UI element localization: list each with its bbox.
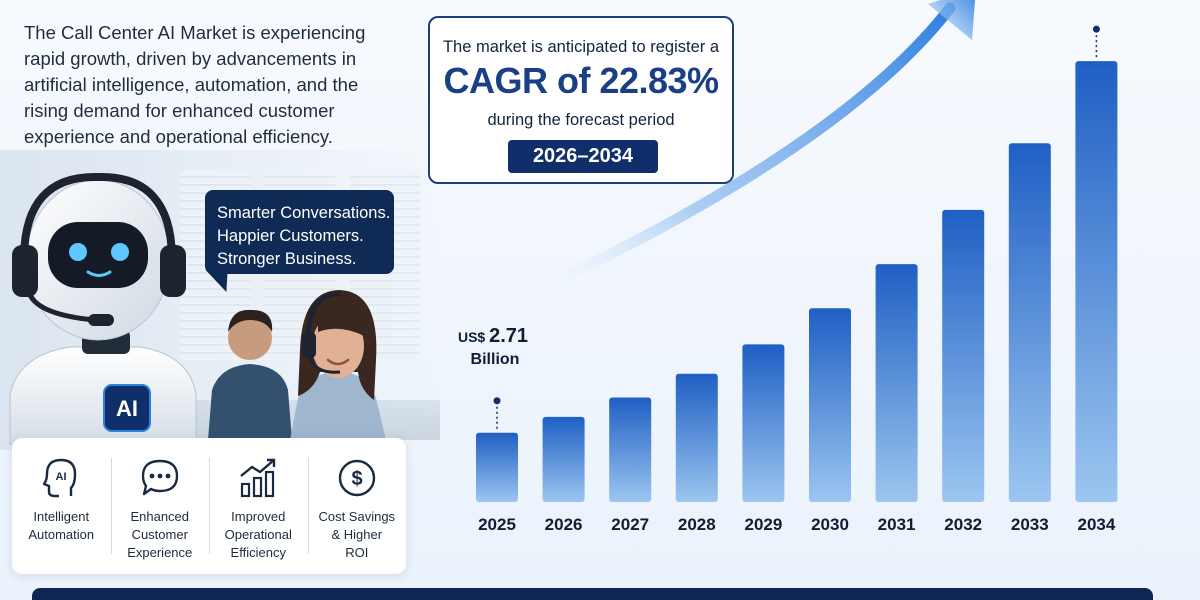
intro-text: The Call Center AI Market is experiencin… (24, 22, 366, 147)
feature-label: Cost Savings & Higher ROI (318, 509, 396, 560)
trend-arrow-shaft (514, 2, 956, 304)
currency-label: US$ (458, 329, 489, 345)
x-tick-label: 2027 (611, 515, 649, 534)
value-marker-dot (493, 397, 501, 405)
ai-head-icon: AI (43, 458, 77, 498)
bar-2028 (675, 373, 718, 502)
cagr-value: CAGR of 22.83% (443, 60, 719, 101)
x-tick-label: 2031 (878, 515, 916, 534)
cagr-intro-line: The market is anticipated to register a (442, 38, 720, 56)
x-tick-label: 2025 (478, 515, 516, 534)
cagr-callout: The market is anticipated to register a … (428, 16, 734, 184)
bubble-line: Stronger Business. (217, 250, 357, 268)
feature-cost-savings: $ Cost Savings & Higher ROI (307, 438, 407, 574)
svg-text:AI: AI (56, 471, 67, 483)
x-tick-label: 2032 (944, 515, 982, 534)
bar-2025 (476, 432, 518, 502)
speech-bubble: Smarter Conversations. Happier Customers… (205, 190, 394, 274)
trend-arrow-head (928, 0, 976, 40)
bubble-line: Smarter Conversations. (217, 204, 391, 222)
market-size-bar-chart: 2025 2026 2027 2028 2029 2030 2031 2032 2033 2034… (458, 0, 1118, 534)
trend-arrow (514, 0, 976, 304)
feature-intelligent-automation: AI Intelligent Automation (12, 438, 111, 574)
x-tick-label: 2033 (1011, 515, 1049, 534)
footer-band (32, 588, 1153, 600)
call-center-agent-illustration (208, 290, 386, 440)
x-tick-label: 2034 (1077, 515, 1115, 534)
forecast-period-badge: 2026–2034 (508, 140, 658, 173)
chat-bubble-icon (141, 459, 178, 496)
unit-label: Billion (471, 351, 520, 368)
data-label-2025: US$ 2.71 (458, 325, 528, 347)
feature-customer-experience: Enhanced Customer Experience (110, 438, 210, 574)
x-tick-label: 2026 (545, 515, 583, 534)
feature-label: Improved Operational Efficiency (224, 509, 292, 560)
cagr-period-caption: during the forecast period (487, 111, 675, 129)
bar-2027 (609, 397, 652, 502)
dollar-coin-icon: $ (338, 459, 375, 497)
svg-text:$: $ (351, 468, 362, 490)
bubble-line: Happier Customers. (217, 227, 364, 245)
bar-2029 (742, 344, 785, 502)
feature-operational-efficiency: Improved Operational Efficiency (209, 438, 308, 574)
bar-2034 (1075, 61, 1118, 503)
growth-chart-icon (240, 458, 276, 498)
bar-2031 (875, 264, 918, 502)
x-tick-label: 2028 (678, 515, 716, 534)
value-marker-dot (1092, 25, 1100, 33)
bar-2033 (1008, 143, 1051, 502)
bar-2026 (542, 416, 585, 502)
robot-illustration: AI (9, 172, 197, 445)
feature-label: Enhanced Customer Experience (127, 509, 193, 560)
x-tick-label: 2029 (744, 515, 782, 534)
x-tick-label: 2030 (811, 515, 849, 534)
value-label: 2.71 (489, 325, 528, 347)
bar-2032 (942, 209, 985, 502)
bar-2030 (809, 308, 851, 502)
benefits-panel: AI Intelligent Automation Enhanced Custo… (12, 438, 406, 574)
robot-badge: AI (116, 396, 138, 421)
feature-label: Intelligent Automation (28, 509, 95, 542)
